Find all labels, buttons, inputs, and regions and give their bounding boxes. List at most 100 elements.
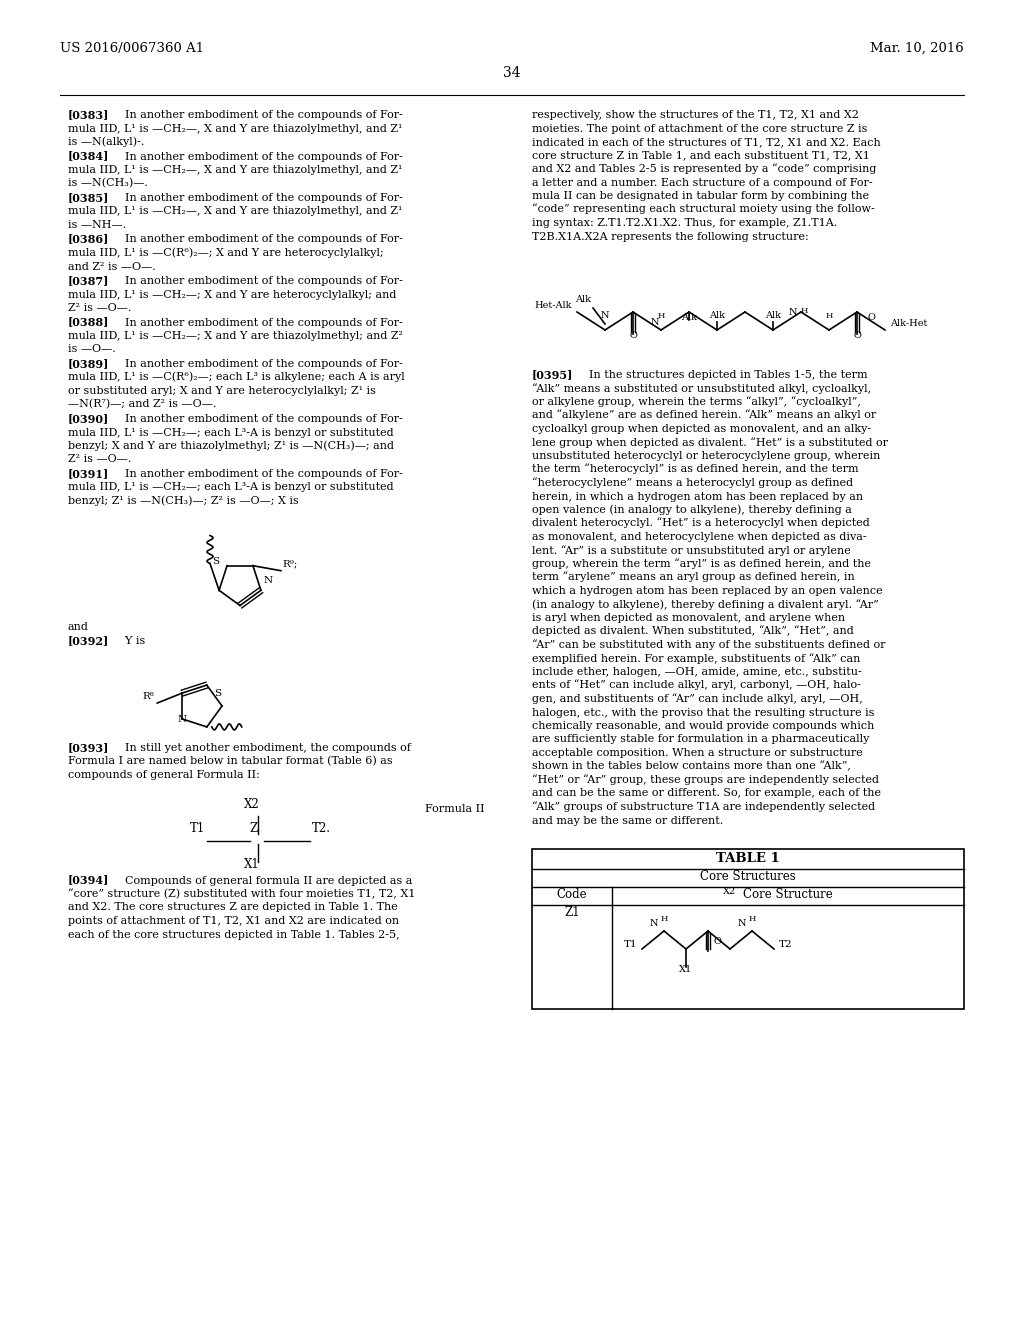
Text: (in analogy to alkylene), thereby defining a divalent aryl. “Ar”: (in analogy to alkylene), thereby defini… — [532, 599, 879, 610]
Text: include ether, halogen, —OH, amide, amine, etc., substitu-: include ether, halogen, —OH, amide, amin… — [532, 667, 862, 677]
Text: acceptable composition. When a structure or substructure: acceptable composition. When a structure… — [532, 748, 863, 758]
Text: Compounds of general formula II are depicted as a: Compounds of general formula II are depi… — [111, 875, 413, 886]
Text: [0386]: [0386] — [68, 234, 110, 244]
Text: R⁹;: R⁹; — [283, 560, 298, 569]
Text: H: H — [657, 312, 665, 319]
Text: X2: X2 — [723, 887, 736, 896]
Text: group, wherein the term “aryl” is as defined herein, and the: group, wherein the term “aryl” is as def… — [532, 558, 871, 569]
Text: H: H — [749, 915, 756, 923]
Text: In still yet another embodiment, the compounds of: In still yet another embodiment, the com… — [111, 743, 411, 752]
Text: Core Structure: Core Structure — [743, 888, 833, 902]
Text: is —O—.: is —O—. — [68, 345, 116, 355]
Text: [0395]: [0395] — [532, 370, 573, 380]
Text: and Z² is —O—.: and Z² is —O—. — [68, 261, 156, 272]
Text: Alk-Het: Alk-Het — [890, 319, 928, 327]
Text: benzyl; Z¹ is —N(CH₃)—; Z² is —O—; X is: benzyl; Z¹ is —N(CH₃)—; Z² is —O—; X is — [68, 495, 299, 506]
Text: “core” structure (Z) substituted with four moieties T1, T2, X1: “core” structure (Z) substituted with fo… — [68, 888, 416, 899]
Text: which a hydrogen atom has been replaced by an open valence: which a hydrogen atom has been replaced … — [532, 586, 883, 597]
Text: and may be the same or different.: and may be the same or different. — [532, 816, 723, 825]
Text: is —N(alkyl)-.: is —N(alkyl)-. — [68, 136, 144, 147]
Text: “Alk” groups of substructure T1A are independently selected: “Alk” groups of substructure T1A are ind… — [532, 801, 876, 812]
Text: In another embodiment of the compounds of For-: In another embodiment of the compounds o… — [111, 359, 402, 370]
Text: H: H — [801, 308, 808, 315]
Text: a letter and a number. Each structure of a compound of For-: a letter and a number. Each structure of… — [532, 177, 872, 187]
Text: O: O — [853, 331, 861, 341]
Text: mula II can be designated in tabular form by combining the: mula II can be designated in tabular for… — [532, 191, 869, 201]
Text: “heterocyclylene” means a heterocyclyl group as defined: “heterocyclylene” means a heterocyclyl g… — [532, 478, 853, 488]
Text: In another embodiment of the compounds of For-: In another embodiment of the compounds o… — [111, 193, 402, 203]
Text: [0387]: [0387] — [68, 275, 110, 286]
Text: N: N — [177, 715, 186, 723]
Text: [0383]: [0383] — [68, 110, 110, 120]
Text: Formula II: Formula II — [425, 804, 485, 813]
Text: moieties. The point of attachment of the core structure Z is: moieties. The point of attachment of the… — [532, 124, 867, 133]
Text: In another embodiment of the compounds of For-: In another embodiment of the compounds o… — [111, 469, 402, 479]
Text: T1: T1 — [189, 822, 205, 836]
Text: halogen, etc., with the proviso that the resulting structure is: halogen, etc., with the proviso that the… — [532, 708, 874, 718]
Text: respectively, show the structures of the T1, T2, X1 and X2: respectively, show the structures of the… — [532, 110, 859, 120]
Text: Alk: Alk — [575, 294, 591, 304]
Text: [0388]: [0388] — [68, 317, 110, 327]
Text: mula IID, L¹ is —CH₂—, X and Y are thiazolylmethyl, and Z¹: mula IID, L¹ is —CH₂—, X and Y are thiaz… — [68, 165, 402, 176]
Text: or alkylene group, wherein the terms “alkyl”, “cycloalkyl”,: or alkylene group, wherein the terms “al… — [532, 396, 861, 407]
Text: and can be the same or different. So, for example, each of the: and can be the same or different. So, fo… — [532, 788, 881, 799]
Text: Mar. 10, 2016: Mar. 10, 2016 — [870, 42, 964, 55]
Text: open valence (in analogy to alkylene), thereby defining a: open valence (in analogy to alkylene), t… — [532, 504, 852, 515]
Text: compounds of general Formula II:: compounds of general Formula II: — [68, 770, 260, 780]
Text: exemplified herein. For example, substituents of “Alk” can: exemplified herein. For example, substit… — [532, 652, 860, 664]
Text: the term “heterocyclyl” is as defined herein, and the term: the term “heterocyclyl” is as defined he… — [532, 463, 859, 474]
Text: T2B.X1A.X2A represents the following structure:: T2B.X1A.X2A represents the following str… — [532, 231, 809, 242]
Text: N: N — [601, 312, 609, 319]
Text: S: S — [214, 689, 221, 698]
Text: Y is: Y is — [111, 636, 145, 645]
Text: —N(R⁷)—; and Z² is —O—.: —N(R⁷)—; and Z² is —O—. — [68, 399, 216, 409]
Text: each of the core structures depicted in Table 1. Tables 2-5,: each of the core structures depicted in … — [68, 929, 399, 940]
Text: O: O — [867, 313, 874, 322]
Text: T2: T2 — [779, 940, 793, 949]
Text: indicated in each of the structures of T1, T2, X1 and X2. Each: indicated in each of the structures of T… — [532, 137, 881, 147]
Text: and: and — [68, 623, 89, 632]
Text: ing syntax: Z.T1.T2.X1.X2. Thus, for example, Z1.T1A.: ing syntax: Z.T1.T2.X1.X2. Thus, for exa… — [532, 218, 838, 228]
Text: H: H — [825, 312, 833, 319]
Text: [0390]: [0390] — [68, 413, 110, 424]
Text: and X2 and Tables 2-5 is represented by a “code” comprising: and X2 and Tables 2-5 is represented by … — [532, 164, 877, 174]
Text: as monovalent, and heterocyclylene when depicted as diva-: as monovalent, and heterocyclylene when … — [532, 532, 866, 543]
Text: or substituted aryl; X and Y are heterocyclylalkyl; Z¹ is: or substituted aryl; X and Y are heteroc… — [68, 385, 376, 396]
Text: shown in the tables below contains more than one “Alk”,: shown in the tables below contains more … — [532, 760, 851, 771]
Text: mula IID, L¹ is —C(R⁶)₂—; each L³ is alkylene; each A is aryl: mula IID, L¹ is —C(R⁶)₂—; each L³ is alk… — [68, 372, 404, 383]
Text: US 2016/0067360 A1: US 2016/0067360 A1 — [60, 42, 204, 55]
Text: H: H — [660, 915, 668, 923]
Text: mula IID, L¹ is —CH₂—, X and Y are thiazolylmethyl, and Z¹: mula IID, L¹ is —CH₂—, X and Y are thiaz… — [68, 124, 402, 133]
Text: is aryl when depicted as monovalent, and arylene when: is aryl when depicted as monovalent, and… — [532, 612, 845, 623]
Text: N: N — [264, 577, 273, 585]
Text: R⁸: R⁸ — [142, 692, 155, 701]
Text: core structure Z in Table 1, and each substituent T1, T2, X1: core structure Z in Table 1, and each su… — [532, 150, 869, 161]
Text: 34: 34 — [503, 66, 521, 81]
Text: cycloalkyl group when depicted as monovalent, and an alky-: cycloalkyl group when depicted as monova… — [532, 424, 871, 434]
Text: Het-Alk: Het-Alk — [535, 301, 572, 310]
Text: In the structures depicted in Tables 1-5, the term: In the structures depicted in Tables 1-5… — [575, 370, 867, 380]
Text: [0393]: [0393] — [68, 742, 110, 752]
Text: mula IID, L¹ is —CH₂—; X and Y are thiazolylmethyl; and Z²: mula IID, L¹ is —CH₂—; X and Y are thiaz… — [68, 331, 403, 341]
Text: [0389]: [0389] — [68, 358, 110, 370]
Text: Alk: Alk — [681, 313, 697, 322]
Text: herein, in which a hydrogen atom has been replaced by an: herein, in which a hydrogen atom has bee… — [532, 491, 863, 502]
Text: lene group when depicted as divalent. “Het” is a substituted or: lene group when depicted as divalent. “H… — [532, 437, 888, 447]
Text: N: N — [650, 318, 659, 327]
Text: In another embodiment of the compounds of For-: In another embodiment of the compounds o… — [111, 152, 402, 161]
Text: and “alkylene” are as defined herein. “Alk” means an alkyl or: and “alkylene” are as defined herein. “A… — [532, 409, 877, 421]
Text: mula IID, L¹ is —C(R⁶)₂—; X and Y are heterocyclylalkyl;: mula IID, L¹ is —C(R⁶)₂—; X and Y are he… — [68, 247, 384, 257]
Text: N: N — [649, 919, 658, 928]
Text: “Ar” can be substituted with any of the substituents defined or: “Ar” can be substituted with any of the … — [532, 639, 886, 649]
Text: “Het” or “Ar” group, these groups are independently selected: “Het” or “Ar” group, these groups are in… — [532, 775, 879, 785]
Text: and X2. The core structures Z are depicted in Table 1. The: and X2. The core structures Z are depict… — [68, 903, 397, 912]
Text: is —N(CH₃)—.: is —N(CH₃)—. — [68, 178, 147, 189]
Text: X1: X1 — [244, 858, 260, 870]
Text: X1: X1 — [679, 965, 692, 974]
Text: In another embodiment of the compounds of For-: In another embodiment of the compounds o… — [111, 110, 402, 120]
Text: Alk: Alk — [765, 312, 781, 319]
Text: Code: Code — [557, 888, 588, 902]
Text: N: N — [788, 308, 797, 317]
Text: In another embodiment of the compounds of For-: In another embodiment of the compounds o… — [111, 318, 402, 327]
Text: mula IID, L¹ is —CH₂—; each L³-A is benzyl or substituted: mula IID, L¹ is —CH₂—; each L³-A is benz… — [68, 483, 393, 492]
